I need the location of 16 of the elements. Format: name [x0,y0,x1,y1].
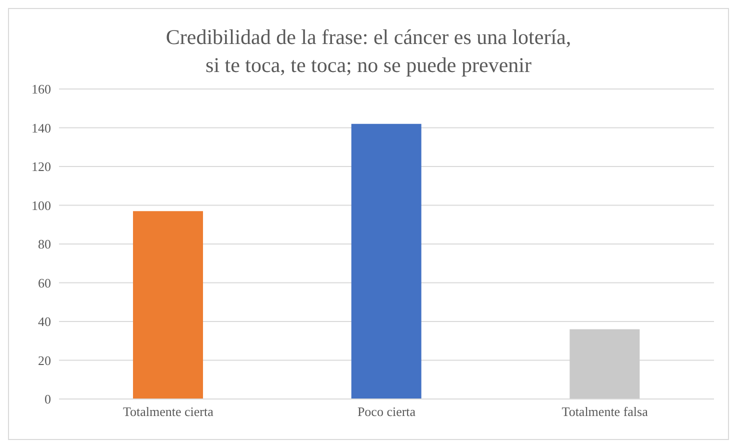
x-tick-label: Totalmente cierta [122,404,214,420]
y-tick-label: 100 [32,198,51,213]
y-tick-label: 80 [38,236,51,252]
x-tick-label: Totalmente falsa [562,404,648,420]
y-tick-label: 160 [32,82,51,97]
y-tick-label: 140 [32,120,51,136]
bar [351,124,422,399]
bar [133,211,203,399]
y-tick-label: 40 [38,314,51,330]
chart-title: Credibilidad de la frase: el cáncer es una lotería, si te toca, te toca; no se puede prevenir [164,24,572,79]
x-tick-label: Poco cierta [357,404,416,420]
y-tick-label: 120 [32,159,51,174]
bar [570,329,640,399]
y-tick-label: 60 [38,275,51,290]
y-tick-label: 20 [38,352,51,368]
y-tick-label: 0 [44,392,51,407]
